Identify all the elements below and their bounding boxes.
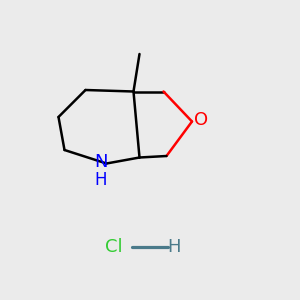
Text: H: H [95, 171, 107, 189]
Text: H: H [167, 238, 181, 256]
Text: Cl: Cl [105, 238, 123, 256]
Text: N: N [94, 153, 108, 171]
Text: O: O [194, 111, 208, 129]
